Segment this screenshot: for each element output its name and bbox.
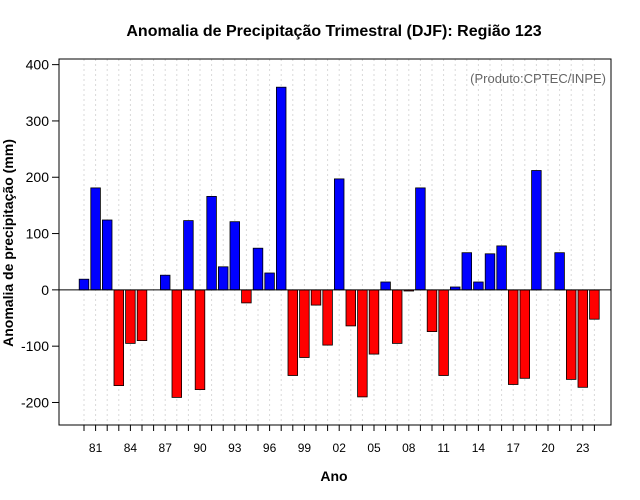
bar-1989: [183, 220, 194, 291]
x-tick-label: 93: [228, 441, 242, 455]
bar-1995: [252, 247, 264, 291]
bar-1997: [275, 86, 287, 291]
y-tick-label: 200: [26, 169, 50, 185]
bar-1991: [206, 195, 217, 291]
bar-2006: [380, 281, 391, 291]
x-tick-label: 99: [298, 441, 312, 455]
chart-title: Anomalia de Precipitação Trimestral (DJF…: [126, 23, 541, 40]
bar-1999: [299, 289, 310, 358]
bar-2007: [391, 289, 403, 344]
x-tick-label: 87: [159, 441, 173, 455]
bar-1993: [229, 221, 241, 291]
bar-2001: [322, 289, 333, 346]
x-tick-label: 23: [576, 441, 590, 455]
x-tick-label: 81: [89, 441, 103, 455]
bar-2023: [577, 289, 589, 388]
bar-2005: [368, 289, 380, 355]
x-tick-label: 84: [124, 441, 138, 455]
bar-1982: [102, 219, 113, 291]
y-tick-label: -200: [21, 394, 49, 410]
bar-2003: [345, 289, 357, 327]
y-tick-label: 400: [26, 57, 50, 73]
bar-2021: [554, 252, 565, 291]
bar-1996: [264, 272, 275, 291]
x-tick-label: 11: [437, 441, 450, 455]
x-tick-label: 17: [507, 441, 521, 455]
bar-2017: [507, 289, 519, 385]
bar-2018: [519, 289, 531, 379]
y-tick-label: 0: [41, 282, 49, 298]
x-axis-label: Ano: [320, 468, 347, 484]
bar-1987: [159, 274, 171, 291]
bar-2019: [531, 170, 542, 291]
x-tick-label: 96: [263, 441, 277, 455]
bar-2014: [473, 281, 484, 291]
bars: [78, 86, 600, 398]
bar-2022: [566, 289, 577, 380]
bar-2015: [484, 253, 496, 291]
bar-undefined: [589, 289, 600, 320]
y-tick-label: -100: [21, 338, 49, 354]
bar-2000: [310, 289, 322, 306]
bar-2009: [415, 187, 426, 291]
x-axis: 81 84 87 90 93 96 99 02 05 08 11 14 17 20 23: [83, 425, 595, 455]
plot-frame: [58, 58, 612, 426]
bar-1988: [171, 289, 183, 398]
bar-1985: [136, 289, 148, 341]
bar-2013: [461, 252, 473, 291]
x-tick-label: 02: [333, 441, 347, 455]
bar-2011: [438, 289, 449, 376]
x-tick-label: 90: [193, 441, 207, 455]
bar-1984: [125, 289, 136, 344]
bar-1980: [78, 278, 90, 291]
bar-2016: [496, 245, 507, 291]
x-tick-label: 14: [472, 441, 486, 455]
bar-2002: [333, 178, 345, 291]
source-note: (Produto:CPTEC/INPE): [470, 71, 606, 86]
bar-1992: [217, 266, 229, 291]
y-tick-label: 300: [26, 113, 50, 129]
x-tick-label: 08: [402, 441, 416, 455]
bar-1994: [241, 289, 252, 304]
x-tick-label: 20: [541, 441, 555, 455]
x-tick-label: 05: [367, 441, 381, 455]
bar-1983: [113, 289, 125, 386]
y-tick-label: 100: [26, 226, 50, 242]
y-axis: -200 -100 0 100 200 300 400: [21, 57, 59, 410]
bar-1998: [287, 289, 299, 376]
bar-2004: [357, 289, 368, 398]
bar-2010: [426, 289, 438, 332]
y-axis-label: Anomalia de precipitação (mm): [0, 139, 16, 347]
bar-1990: [194, 289, 206, 390]
bar-1981: [90, 187, 101, 291]
